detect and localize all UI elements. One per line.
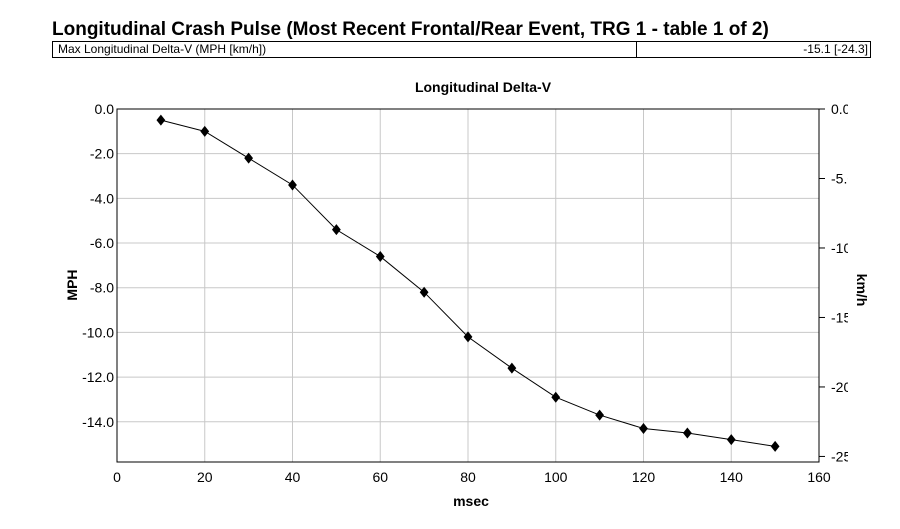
data-point-marker xyxy=(331,224,341,236)
x-tick-label: 100 xyxy=(544,469,568,485)
x-tick-label: 120 xyxy=(632,469,656,485)
data-point-marker xyxy=(770,440,780,452)
series xyxy=(156,114,780,452)
data-point-marker xyxy=(682,427,692,439)
data-point-marker xyxy=(156,114,166,126)
y-tick-label: -8.0 xyxy=(90,280,114,296)
grid xyxy=(117,108,819,462)
summary-table: Max Longitudinal Delta-V (MPH [km/h]) -1… xyxy=(52,41,871,58)
ticks: 0 20 40 60 80 100 120 140 160 0.0 -2.0 -4.0 -6.0 -8.0… xyxy=(82,101,863,485)
data-point-marker xyxy=(200,125,210,137)
y2-tick-label: -25.0 xyxy=(831,448,863,464)
y2-tick-label: 0.0 xyxy=(831,101,851,117)
summary-value: -15.1 [-24.3] xyxy=(803,42,868,56)
y-tick-label: -12.0 xyxy=(82,369,114,385)
x-tick-label: 80 xyxy=(460,469,476,485)
y2-tick-label: -10.0 xyxy=(831,240,863,256)
data-point-marker xyxy=(419,286,429,298)
y2-ticks: 0.0 -5.0 -10.0 -15.0 -20.0 -25.0 xyxy=(819,101,863,464)
y-tick-label: -4.0 xyxy=(90,190,114,206)
page-title: Longitudinal Crash Pulse (Most Recent Fr… xyxy=(52,19,769,40)
data-point-marker xyxy=(463,331,473,343)
x-tick-label: 160 xyxy=(807,469,831,485)
y-tick-label: -6.0 xyxy=(90,235,114,251)
y2-axis-label: km/h xyxy=(854,274,870,307)
x-tick-label: 20 xyxy=(197,469,213,485)
data-point-marker xyxy=(551,391,561,403)
y-tick-label: -10.0 xyxy=(82,324,114,340)
summary-label: Max Longitudinal Delta-V (MPH [km/h]) xyxy=(53,42,637,57)
y2-tick-label: -5.0 xyxy=(831,170,855,186)
data-point-marker xyxy=(595,409,605,421)
data-point-marker xyxy=(639,422,648,434)
x-tick-label: 140 xyxy=(720,469,744,485)
data-point-marker xyxy=(244,152,254,164)
chart-title: Longitudinal Delta-V xyxy=(415,79,552,95)
x-tick-label: 0 xyxy=(113,469,121,485)
plot-area-frame xyxy=(116,108,820,463)
x-tick-label: 60 xyxy=(372,469,388,485)
x-tick-label: 40 xyxy=(285,469,301,485)
y-axis-label: MPH xyxy=(64,269,80,300)
x-axis-label: msec xyxy=(453,493,489,509)
y2-tick-label: -20.0 xyxy=(831,379,863,395)
data-point-marker xyxy=(726,434,736,446)
y-tick-label: 0.0 xyxy=(95,101,115,117)
data-point-marker xyxy=(375,250,385,262)
data-point-marker xyxy=(507,362,517,374)
y2-tick-label: -15.0 xyxy=(831,309,863,325)
data-point-marker xyxy=(288,179,297,191)
y-tick-label: -2.0 xyxy=(90,146,114,162)
y-tick-label: -14.0 xyxy=(82,414,114,430)
